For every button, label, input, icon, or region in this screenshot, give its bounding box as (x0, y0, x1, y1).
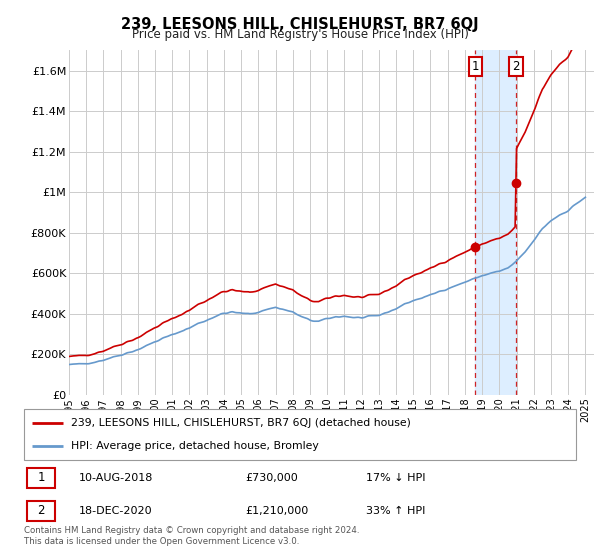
Text: 239, LEESONS HILL, CHISLEHURST, BR7 6QJ (detached house): 239, LEESONS HILL, CHISLEHURST, BR7 6QJ … (71, 418, 411, 428)
Text: Price paid vs. HM Land Registry's House Price Index (HPI): Price paid vs. HM Land Registry's House … (131, 28, 469, 41)
Text: 17% ↓ HPI: 17% ↓ HPI (366, 473, 426, 483)
Text: 33% ↑ HPI: 33% ↑ HPI (366, 506, 425, 516)
Text: 1: 1 (472, 60, 479, 73)
Bar (475, 50, 516, 395)
Text: HPI: Average price, detached house, Bromley: HPI: Average price, detached house, Brom… (71, 441, 319, 451)
Text: 10-AUG-2018: 10-AUG-2018 (79, 473, 154, 483)
Bar (27, 501, 55, 521)
Text: Contains HM Land Registry data © Crown copyright and database right 2024.
This d: Contains HM Land Registry data © Crown c… (24, 526, 359, 546)
FancyBboxPatch shape (24, 409, 576, 460)
Text: £730,000: £730,000 (245, 473, 298, 483)
Bar (27, 468, 55, 488)
Text: 1: 1 (37, 471, 45, 484)
Text: £1,210,000: £1,210,000 (245, 506, 308, 516)
Text: 18-DEC-2020: 18-DEC-2020 (79, 506, 153, 516)
Text: 239, LEESONS HILL, CHISLEHURST, BR7 6QJ: 239, LEESONS HILL, CHISLEHURST, BR7 6QJ (121, 17, 479, 32)
Text: 2: 2 (37, 504, 45, 517)
Text: 2: 2 (512, 60, 520, 73)
